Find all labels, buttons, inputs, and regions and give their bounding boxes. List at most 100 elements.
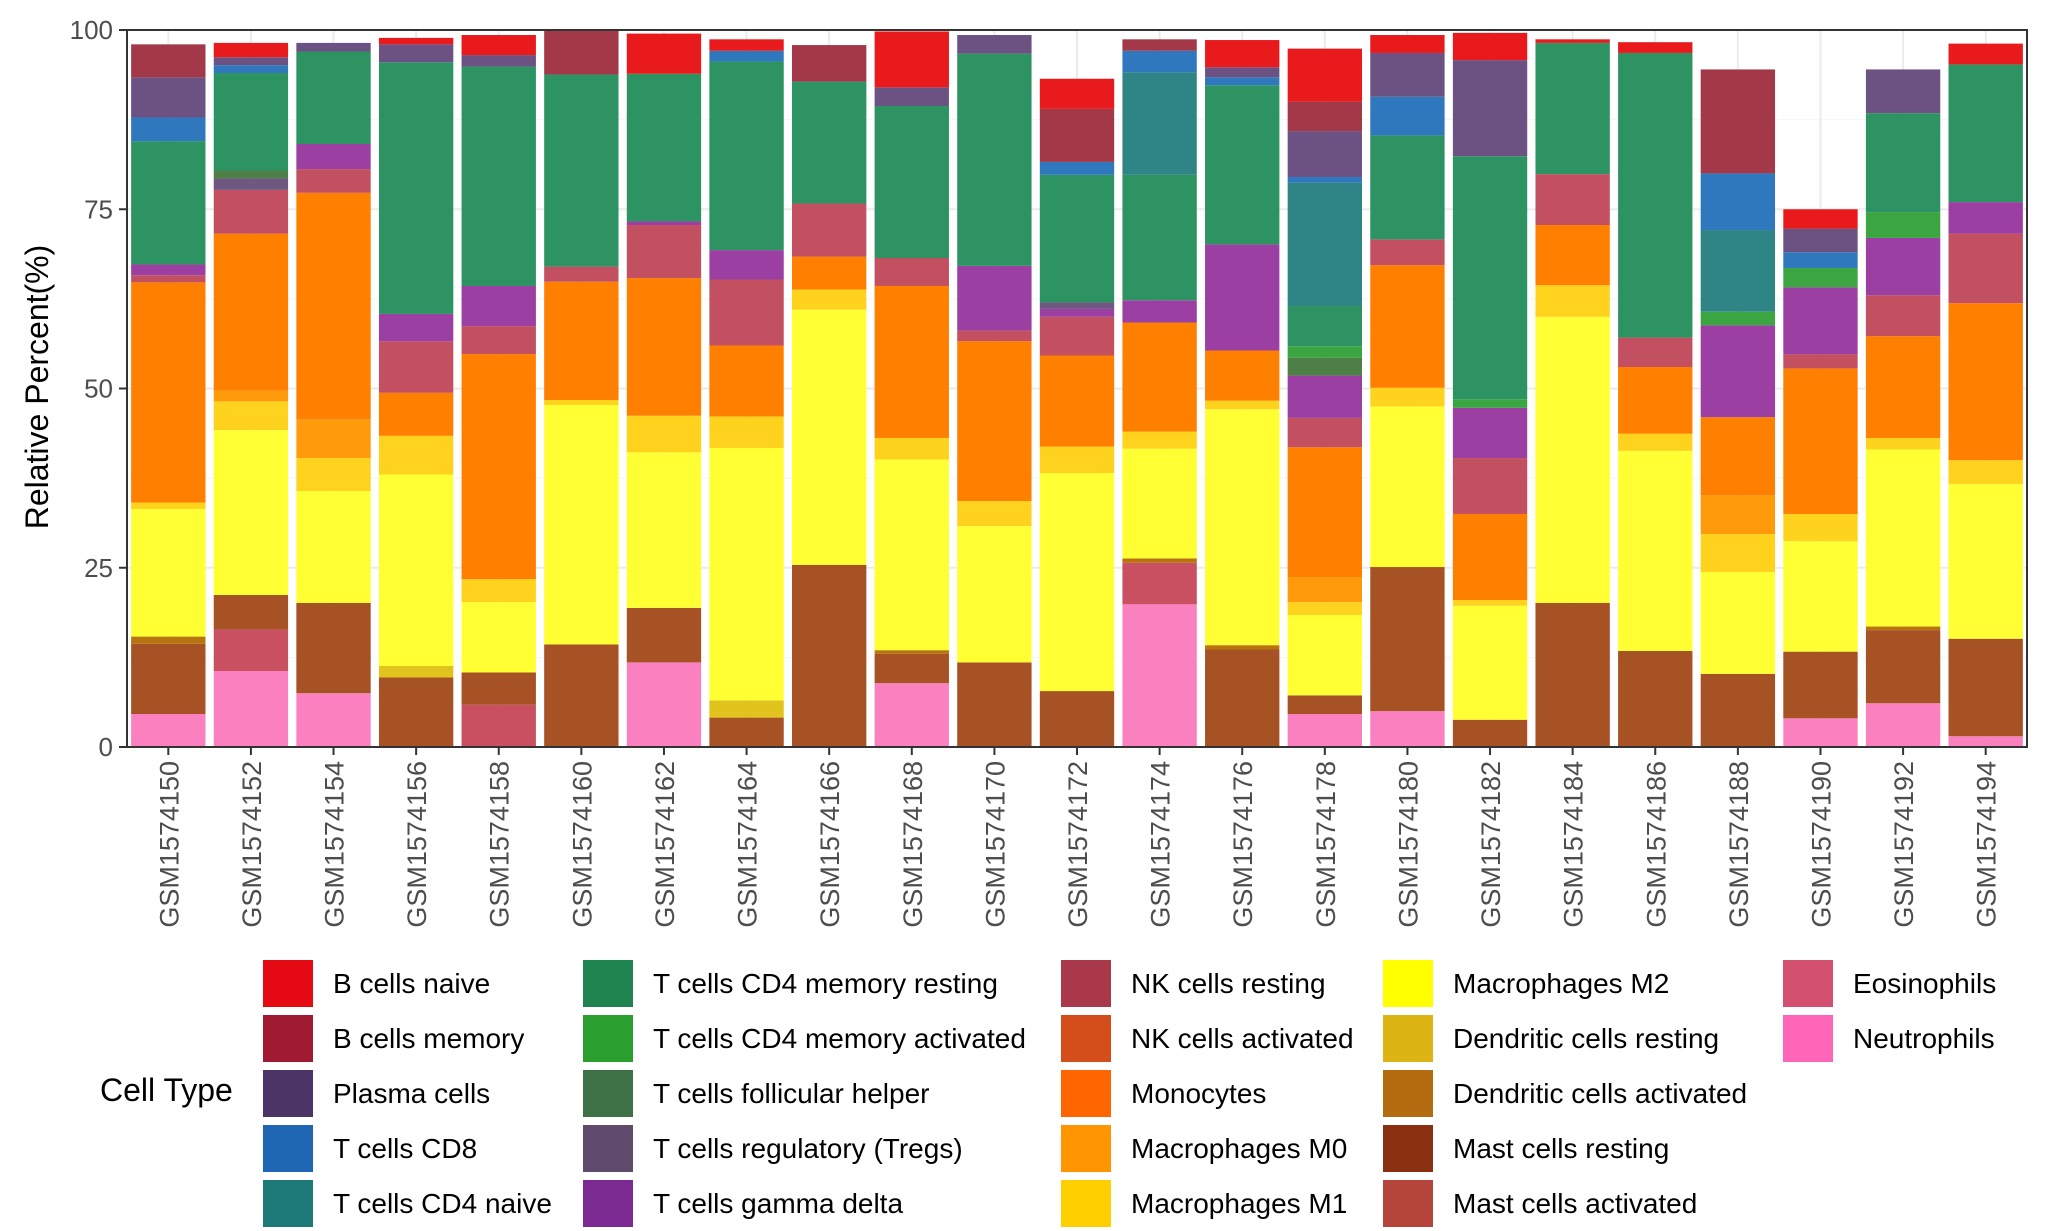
y-tick-label: 50 [84, 374, 113, 404]
legend-swatch [1061, 1180, 1111, 1227]
legend-swatch [263, 1070, 313, 1117]
y-axis-label: Relative Percent(%) [19, 245, 55, 530]
x-tick-label: GSM1574158 [485, 761, 515, 928]
legend-swatch [263, 1180, 313, 1227]
bar-segment [709, 279, 784, 346]
legend-swatch [583, 1125, 633, 1172]
bar-segment [213, 401, 289, 431]
bar-segment [213, 594, 289, 630]
bar-segment [1039, 446, 1115, 474]
bar-segment [1122, 604, 1197, 747]
legend-label: Mast cells resting [1453, 1132, 1670, 1164]
bar-segment [1948, 64, 2023, 203]
bar-segment [544, 404, 619, 645]
bar-segment [1452, 32, 1528, 61]
bar-segment [296, 602, 371, 694]
bar-segment [461, 672, 536, 705]
legend-swatch [1783, 1015, 1833, 1062]
bar-segment [1287, 48, 1362, 102]
bar-segment [296, 192, 371, 420]
bar-segment [709, 416, 784, 449]
legend-swatch [1061, 1125, 1111, 1172]
bar-segment [792, 564, 867, 747]
bar-segment [1783, 368, 1858, 514]
bar-segment [626, 278, 702, 416]
bar-segment [1122, 562, 1197, 605]
bar-segment [1865, 113, 1941, 213]
bar-segment [957, 341, 1032, 502]
bars [131, 30, 2023, 747]
bar-segment [131, 264, 206, 276]
bar-segment [1865, 295, 1941, 337]
bar-segment [792, 81, 867, 204]
legend-swatch [583, 1070, 633, 1117]
bar-segment [1700, 417, 1776, 496]
legend-column: NK cells resting NK cells activated Monocy… [1061, 956, 1354, 1231]
bar-segment [1618, 450, 1693, 651]
legend-item: Mast cells activated [1383, 1176, 1747, 1231]
x-tick-label: GSM1574172 [1063, 761, 1093, 928]
y-tick-label: 100 [70, 15, 113, 45]
bar-segment [709, 345, 784, 417]
legend-column: Eosinophils Neutrophils [1783, 956, 1996, 1066]
legend-label: T cells CD8 [333, 1132, 478, 1164]
y-tick-label: 75 [84, 194, 113, 224]
x-tick-label: GSM1574164 [733, 761, 763, 928]
legend-item: T cells regulatory (Tregs) [583, 1121, 1026, 1176]
bar-segment [1122, 322, 1197, 432]
y-tick-label: 0 [99, 732, 113, 762]
bar-segment [213, 233, 289, 391]
bar-segment [544, 74, 619, 267]
bar-segment [957, 330, 1032, 342]
bar-segment [1700, 173, 1776, 231]
x-tick-label: GSM1574168 [898, 761, 928, 928]
legend-label: T cells regulatory (Tregs) [653, 1132, 963, 1164]
x-tick-label: GSM1574180 [1393, 761, 1423, 928]
bar-segment [1783, 651, 1858, 719]
legend-swatch [1383, 1180, 1433, 1227]
bar-segment [1618, 650, 1693, 747]
legend-label: T cells CD4 memory resting [653, 967, 998, 999]
legend-label: B cells memory [333, 1022, 525, 1054]
bar-segment [1700, 325, 1776, 418]
legend-item: T cells CD4 memory activated [583, 1011, 1026, 1066]
bar-segment [1865, 212, 1941, 238]
bar-segment [378, 665, 454, 678]
bar-segment [213, 65, 289, 74]
legend-label: Eosinophils [1853, 967, 1997, 999]
x-tick-label: GSM1574154 [320, 761, 350, 928]
bar-segment [461, 704, 536, 747]
legend-swatch [1061, 1015, 1111, 1062]
bar-segment [1948, 638, 2023, 737]
bar-segment [792, 203, 867, 257]
bar-segment [131, 141, 206, 265]
legend-item: NK cells resting [1061, 956, 1354, 1011]
bar-segment [1287, 176, 1362, 183]
bar-segment [1205, 77, 1280, 86]
bar-segment [1039, 691, 1115, 747]
bar-segment [1865, 449, 1941, 627]
bar-segment [1287, 375, 1362, 418]
bar-segment [1783, 354, 1858, 369]
legend-swatch [263, 1015, 313, 1062]
x-tick-label: GSM1574162 [650, 761, 680, 928]
bar-segment [709, 61, 784, 251]
bar-segment [626, 662, 702, 747]
legend-label: T cells CD4 memory activated [653, 1022, 1026, 1054]
bar-segment [1783, 228, 1858, 253]
bar-segment [1370, 387, 1445, 407]
bar-segment [213, 57, 289, 66]
bar-segment [131, 275, 206, 283]
x-tick-label: GSM1574156 [402, 761, 432, 928]
bar-segment [1122, 431, 1197, 449]
bar-segment [1452, 719, 1528, 747]
x-tick-label: GSM1574194 [1972, 761, 2002, 928]
bar-segment [131, 714, 206, 747]
legend-item: Macrophages M1 [1061, 1176, 1354, 1231]
bar-segment [1618, 433, 1693, 451]
bar-segment [626, 225, 702, 279]
bar-segment [1370, 35, 1445, 53]
x-tick-label: GSM1574190 [1806, 761, 1836, 928]
legend-label: Plasma cells [333, 1077, 491, 1109]
bar-segment [1205, 67, 1280, 78]
